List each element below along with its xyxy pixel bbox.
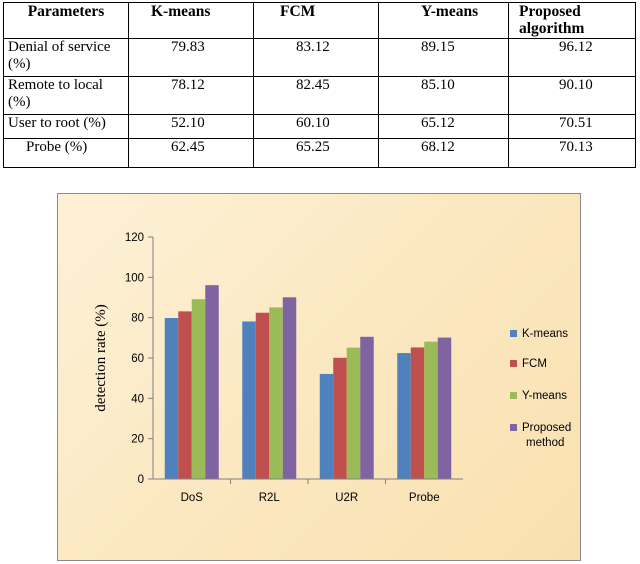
cell-value: 90.10	[508, 76, 636, 115]
table-row: Remote to local (%) 78.12 82.45 85.10 90…	[3, 76, 636, 115]
header-kmeans: K-means	[128, 2, 254, 39]
bar	[242, 321, 256, 479]
cell-value: 83.12	[253, 38, 379, 77]
cell-value: 52.10	[128, 114, 254, 139]
legend-swatch	[510, 424, 517, 431]
bar	[397, 353, 411, 479]
cell-value: 70.51	[508, 114, 636, 139]
y-tick-label: 0	[138, 474, 144, 486]
cell-value: 82.45	[253, 76, 379, 115]
y-tick-label: 20	[131, 434, 144, 446]
y-tick-label: 120	[125, 232, 144, 244]
header-fcm: FCM	[253, 2, 379, 39]
y-axis-label: detection rate (%)	[93, 304, 109, 411]
table-row: Probe (%) 62.45 65.25 68.12 70.13	[3, 138, 636, 168]
bar	[319, 373, 334, 479]
legend-label: Y-means	[522, 390, 567, 402]
x-tick-label: Probe	[409, 492, 440, 504]
header-proposed: Proposed algorithm	[508, 2, 636, 39]
legend-label: Proposed method	[522, 422, 571, 449]
cell-value: 89.15	[378, 38, 509, 77]
table-row: User to root (%) 52.10 60.10 65.12 70.51	[3, 114, 636, 139]
legend: K-means FCM Y-means Proposed method	[510, 328, 571, 449]
cell-value: 65.25	[253, 138, 379, 168]
bar	[255, 312, 270, 479]
x-tick-label: R2L	[259, 492, 281, 504]
row-label: Remote to local (%)	[3, 76, 129, 115]
bar	[269, 307, 283, 479]
bar	[410, 347, 425, 479]
y-tick-label: 80	[131, 313, 144, 325]
cell-value: 68.12	[378, 138, 509, 168]
row-label: Denial of service (%)	[3, 38, 129, 77]
cell-value: 70.13	[508, 138, 636, 168]
header-ymeans: Y-means	[378, 2, 509, 39]
cell-value: 60.10	[253, 114, 379, 139]
row-label: Probe (%)	[3, 138, 129, 168]
bar	[205, 285, 219, 479]
header-parameters: Parameters	[3, 2, 129, 39]
bar	[360, 336, 374, 479]
bars	[164, 285, 452, 479]
x-tick-label: U2R	[335, 492, 358, 504]
y-axis: 0 20 40 60 80 100 120	[125, 232, 154, 486]
bar-chart: 0 20 40 60 80 100 120 DoS R2L U2R Probe detection…	[93, 232, 571, 504]
legend-label: FCM	[522, 358, 547, 370]
bar	[333, 357, 347, 479]
cell-value: 79.83	[128, 38, 254, 77]
y-tick-label: 40	[131, 393, 144, 405]
bar	[424, 341, 438, 479]
row-label: User to root (%)	[3, 114, 129, 139]
cell-value: 65.12	[378, 114, 509, 139]
legend-swatch	[510, 330, 517, 337]
y-tick-label: 100	[125, 272, 144, 284]
cell-value: 62.45	[128, 138, 254, 168]
bar	[164, 318, 179, 479]
bar	[282, 297, 297, 479]
bar	[178, 311, 192, 479]
x-tick-label: DoS	[181, 492, 204, 504]
cell-value: 78.12	[128, 76, 254, 115]
table-header-row: Parameters K-means FCM Y-means Proposed …	[3, 2, 636, 39]
legend-swatch	[510, 392, 517, 399]
chart-panel: 0 20 40 60 80 100 120 DoS R2L U2R Probe detection…	[57, 193, 581, 561]
y-tick-label: 60	[131, 353, 144, 365]
cell-value: 85.10	[378, 76, 509, 115]
legend-swatch	[510, 360, 517, 367]
bar	[437, 337, 452, 479]
x-axis: DoS R2L U2R Probe	[153, 478, 463, 504]
bar	[346, 347, 361, 479]
table-row: Denial of service (%) 79.83 83.12 89.15 …	[3, 38, 636, 77]
cell-value: 96.12	[508, 38, 636, 77]
results-table: Parameters K-means FCM Y-means Proposed …	[3, 2, 636, 168]
legend-label: K-means	[522, 328, 568, 340]
bar	[191, 299, 206, 479]
